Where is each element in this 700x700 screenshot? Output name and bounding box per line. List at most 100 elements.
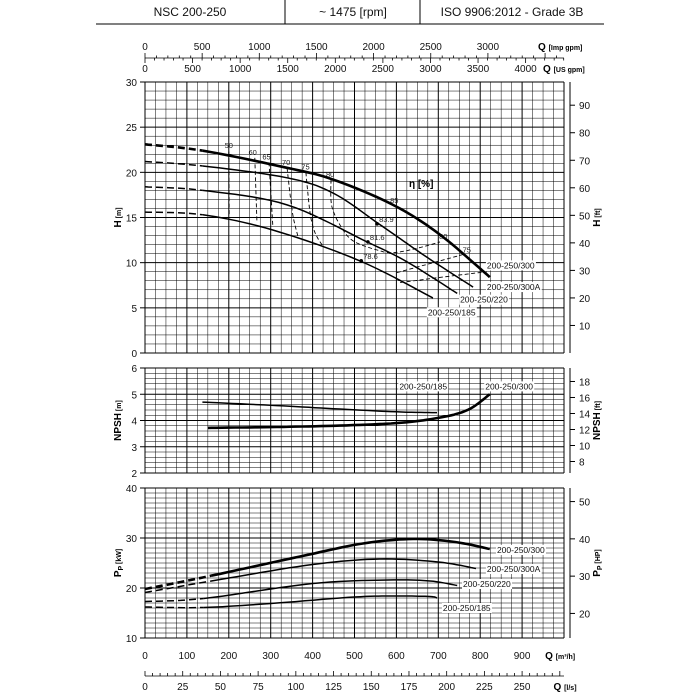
curve-200-250-220: 200-250/220 [144, 579, 513, 603]
y2-tick-label: 18 [579, 377, 591, 388]
y2-tick-label: 10 [579, 441, 591, 452]
y2-tick-label: 10 [579, 321, 591, 332]
x-tick-label-m3h: 500 [346, 651, 363, 662]
curve-line [202, 165, 474, 288]
efficiency-label: 75 [301, 163, 309, 172]
y2-tick-label: 80 [579, 129, 591, 140]
y-tick-label: 25 [126, 123, 138, 134]
y-tick-label: 10 [126, 634, 138, 645]
bep-label: 78.6 [363, 252, 378, 261]
y2-tick-label: 8 [579, 457, 585, 468]
x-axis-label-ls: Q [l/s] [554, 682, 577, 693]
x-tick-label-ls: 150 [363, 682, 380, 693]
power-panel: 10 20 30 40 20 30 40 50 PP [kW] PP [HP] 200-250/30… [113, 484, 604, 645]
y-tick-label: 5 [131, 304, 137, 315]
npsh-y2-axis-label: NPSH [ft] [592, 401, 603, 440]
x-tick-label-ls: 200 [438, 682, 455, 693]
curve-label: 200-250/300 [485, 381, 533, 391]
curve-label: 200-250/300A [487, 564, 541, 574]
x-tick-label-us-gpm: 4000 [514, 64, 537, 75]
curve-extrapolated-segment [144, 597, 204, 603]
curve-line [202, 401, 437, 414]
x-tick-label-m3h: 100 [179, 651, 196, 662]
x-tick-label-m3h: 600 [388, 651, 405, 662]
curve-200-250-300: 200-250/300 [144, 537, 546, 591]
curve-extrapolated-segment [144, 160, 203, 167]
efficiency-line-unlabeled [400, 271, 487, 283]
curve-label: 200-250/300 [497, 545, 545, 555]
y2-tick-label: 30 [579, 572, 591, 583]
x-axis-label-us-gpm: Q [US gpm] [543, 64, 585, 75]
x-tick-label-ls: 250 [514, 682, 531, 693]
curve-line [202, 214, 434, 299]
y-tick-label: 30 [126, 534, 138, 545]
curve-line [203, 579, 458, 600]
efficiency-line-60 [254, 157, 258, 222]
x-tick-label-imp-gpm: 2000 [362, 42, 385, 53]
curve-extrapolated-segment [144, 186, 203, 192]
x-axis-label-m3h: Q [m³/h] [545, 651, 575, 662]
y-tick-label: 40 [126, 484, 138, 495]
curve-label-background [441, 603, 492, 613]
y2-tick-label: 40 [579, 535, 591, 546]
curve-label-background [459, 294, 510, 305]
x-tick-label-us-gpm: 500 [184, 64, 201, 75]
y2-tick-label: 50 [579, 211, 591, 222]
head-y2-axis-label: H [ft] [592, 208, 603, 227]
power-y-axis-label: PP [kW] [113, 549, 125, 577]
y-tick-label: 4 [131, 417, 137, 428]
efficiency-label: 60 [249, 148, 257, 157]
y2-tick-label: 50 [579, 498, 591, 509]
x-tick-label-ls: 75 [253, 682, 265, 693]
y2-tick-label: 12 [579, 425, 591, 436]
y-tick-label: 20 [126, 584, 138, 595]
efficiency-line-65 [268, 162, 274, 226]
x-tick-label-us-gpm: 2000 [324, 64, 347, 75]
npsh-panel: 2 3 4 5 6 8 10 12 14 16 18 NPSH [m] NPSH [ft] 200-250… [113, 364, 603, 480]
curve-200-250-300A: 200-250/300A [144, 558, 542, 594]
x-axes: 0 100 200 300 400 500 600 700 800 900 Q [m³/h] 0 25 5… [142, 651, 576, 693]
efficiency-line-80 [330, 179, 441, 254]
curve-line [207, 393, 491, 430]
efficiency-line-75 [305, 172, 324, 247]
curve-label: 200-250/220 [463, 579, 511, 589]
efficiency-label: 50 [225, 141, 233, 150]
y-tick-label: 20 [126, 168, 138, 179]
curve-label-background [495, 545, 546, 555]
x-tick-label-us-gpm: 2500 [372, 64, 395, 75]
curve-extrapolated-segment [144, 580, 211, 594]
x-tick-label-us-gpm: 1000 [229, 64, 252, 75]
y2-tick-label: 70 [579, 156, 591, 167]
head-panel: 0 5 10 15 20 25 30 10 20 30 40 50 60 70 80 90 H [m] H [ft… [113, 78, 603, 360]
y2-tick-label: 14 [579, 409, 591, 420]
x-tick-label-ls: 50 [215, 682, 227, 693]
y-tick-label: 2 [131, 469, 137, 480]
pump-model: NSC 200-250 [154, 5, 227, 19]
x-tick-label-m3h: 900 [514, 651, 531, 662]
y-tick-label: 3 [131, 443, 137, 454]
x-tick-label-ls: 125 [325, 682, 342, 693]
x-tick-label-us-gpm: 3500 [467, 64, 490, 75]
curve-line [203, 595, 438, 609]
x-tick-label-imp-gpm: 3000 [477, 42, 500, 53]
y2-tick-label: 60 [579, 184, 591, 195]
curve-label-background [398, 381, 449, 392]
y-tick-label: 10 [126, 259, 138, 270]
x-tick-label-m3h: 700 [430, 651, 447, 662]
curve-200-250-300: 200-250/300 [144, 143, 536, 279]
y2-tick-label: 40 [579, 239, 591, 250]
curve-label: 200-250/300 [487, 260, 535, 270]
curve-label-background [485, 260, 536, 271]
npsh-y-axis-label: NPSH [m] [113, 400, 124, 441]
y-tick-label: 5 [131, 390, 137, 401]
efficiency-axis-label: η [%] [409, 179, 433, 190]
x-tick-label-us-gpm: 0 [142, 64, 148, 75]
curve-extrapolated-segment [144, 211, 203, 216]
curve-label: 200-250/220 [460, 295, 508, 305]
y2-tick-label: 20 [579, 294, 591, 305]
test-standard: ISO 9906:2012 - Grade 3B [441, 5, 584, 19]
efficiency-label: 65 [262, 153, 270, 162]
x-tick-label-us-gpm: 3000 [419, 64, 442, 75]
